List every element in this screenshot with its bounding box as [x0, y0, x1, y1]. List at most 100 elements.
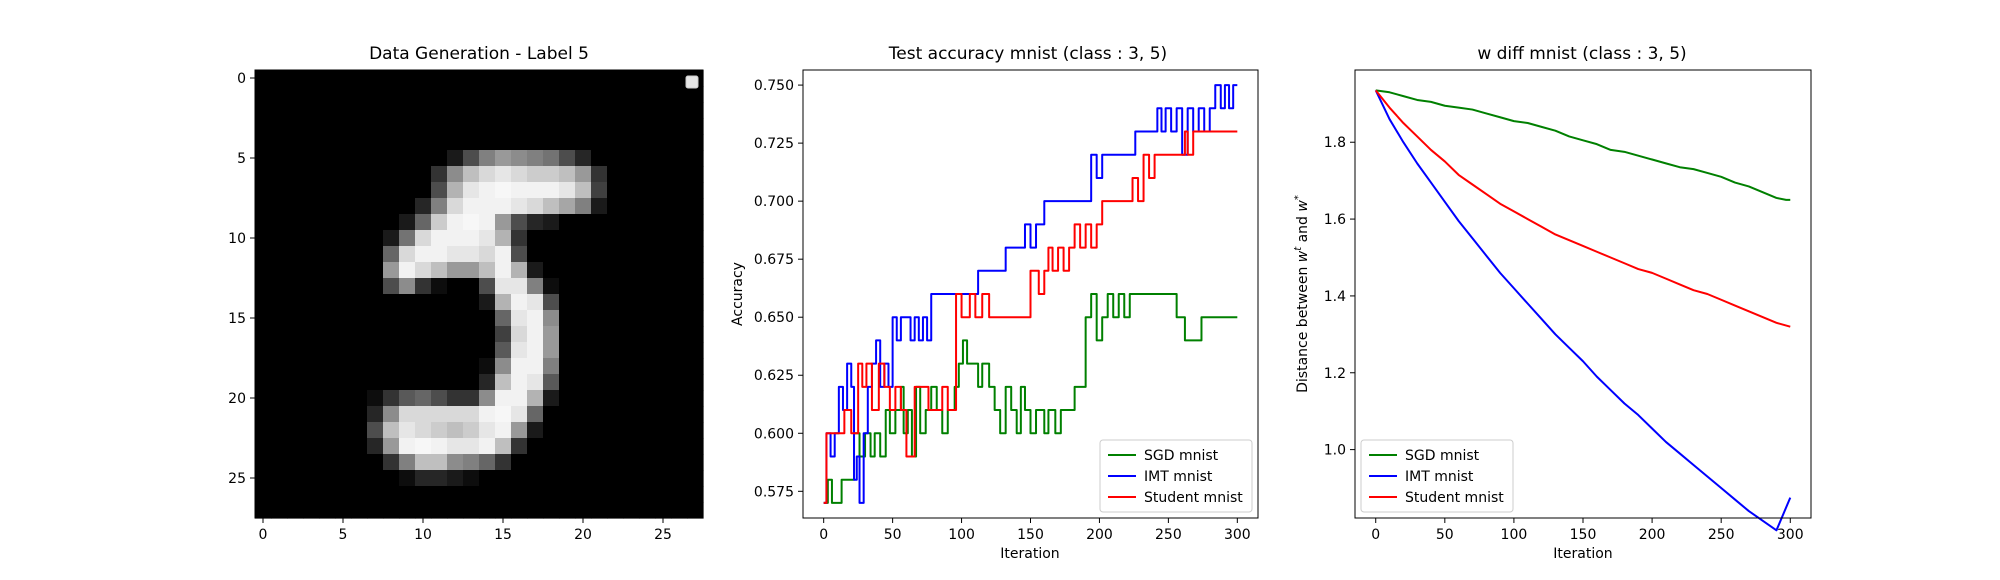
pixel-cell — [415, 262, 432, 279]
pixel-cell — [527, 406, 544, 423]
pixel-cell — [623, 182, 640, 199]
pixel-cell — [607, 214, 624, 231]
pixel-cell — [655, 358, 672, 375]
pixel-cell — [399, 246, 416, 263]
pixel-cell — [495, 118, 512, 135]
pixel-cell — [447, 198, 464, 215]
pixel-cell — [255, 150, 272, 167]
pixel-cell — [495, 486, 512, 503]
pixel-cell — [367, 502, 384, 519]
pixel-cell — [287, 310, 304, 327]
pixel-cell — [607, 358, 624, 375]
pixel-cell — [383, 86, 400, 103]
pixel-cell — [431, 86, 448, 103]
pixel-cell — [383, 374, 400, 391]
pixel-cell — [431, 502, 448, 519]
pixel-cell — [575, 390, 592, 407]
pixel-cell — [575, 86, 592, 103]
pixel-cell — [271, 214, 288, 231]
pixel-cell — [351, 278, 368, 295]
pixel-cell — [591, 470, 608, 487]
pixel-cell — [575, 102, 592, 119]
x-tick-label: 200 — [1639, 527, 1666, 543]
pixel-cell — [559, 390, 576, 407]
pixel-cell — [399, 182, 416, 199]
wdiff-y-label-part-5: w — [1295, 200, 1311, 212]
pixel-cell — [655, 214, 672, 231]
pixel-cell — [607, 326, 624, 343]
pixel-cell — [511, 374, 528, 391]
pixel-cell — [255, 470, 272, 487]
pixel-cell — [559, 406, 576, 423]
pixel-cell — [431, 342, 448, 359]
pixel-cell — [687, 134, 704, 151]
pixel-cell — [623, 150, 640, 167]
pixel-cell — [543, 102, 560, 119]
pixel-cell — [447, 374, 464, 391]
pixel-cell — [687, 246, 704, 263]
pixel-cell — [607, 342, 624, 359]
pixel-cell — [255, 182, 272, 199]
pixel-cell — [383, 166, 400, 183]
pixel-cell — [543, 230, 560, 247]
pixel-cell — [399, 214, 416, 231]
pixel-cell — [687, 118, 704, 135]
pixel-cell — [367, 422, 384, 439]
pixel-cell — [639, 486, 656, 503]
pixel-cell — [367, 342, 384, 359]
series-line-imt-mnist — [1374, 89, 1792, 532]
pixel-cell — [287, 134, 304, 151]
pixel-cell — [319, 166, 336, 183]
pixel-cell — [543, 342, 560, 359]
pixel-cell — [447, 118, 464, 135]
pixel-cell — [367, 150, 384, 167]
pixel-cell — [255, 406, 272, 423]
pixel-cell — [623, 390, 640, 407]
pixel-cell — [511, 486, 528, 503]
pixel-cell — [383, 198, 400, 215]
pixel-cell — [591, 486, 608, 503]
pixel-cell — [415, 278, 432, 295]
pixel-cell — [335, 342, 352, 359]
pixel-cell — [383, 118, 400, 135]
pixel-cell — [415, 438, 432, 455]
pixel-cell — [431, 246, 448, 263]
pixel-cell — [623, 326, 640, 343]
pixel-cell — [591, 118, 608, 135]
pixel-cell — [591, 262, 608, 279]
pixel-cell — [575, 230, 592, 247]
pixel-cell — [447, 246, 464, 263]
pixel-cell — [543, 438, 560, 455]
x-tick-label: 50 — [884, 527, 902, 543]
pixel-cell — [319, 438, 336, 455]
pixel-cell — [511, 390, 528, 407]
pixel-cell — [383, 246, 400, 263]
pixel-cell — [511, 438, 528, 455]
x-tick-label: 25 — [654, 527, 672, 543]
pixel-cell — [463, 198, 480, 215]
pixel-cell — [335, 198, 352, 215]
x-tick-label: 250 — [1155, 527, 1182, 543]
pixel-cell — [671, 86, 688, 103]
pixel-cell — [495, 406, 512, 423]
pixel-cell — [415, 454, 432, 471]
pixel-cell — [559, 198, 576, 215]
pixel-cell — [399, 118, 416, 135]
pixel-cell — [383, 294, 400, 311]
x-tick-label: 0 — [1371, 527, 1380, 543]
pixel-cell — [607, 246, 624, 263]
pixel-cell — [671, 358, 688, 375]
pixel-cell — [671, 486, 688, 503]
pixel-cell — [543, 86, 560, 103]
pixel-cell — [575, 134, 592, 151]
pixel-cell — [607, 294, 624, 311]
pixel-cell — [415, 486, 432, 503]
pixel-cell — [591, 86, 608, 103]
pixel-cell — [383, 102, 400, 119]
pixel-cell — [511, 454, 528, 471]
pixel-cell — [639, 166, 656, 183]
pixel-cell — [559, 262, 576, 279]
accuracy-x-ticks: 0 50 100 150 200 250 300 — [819, 518, 1251, 543]
pixel-cell — [607, 230, 624, 247]
pixel-cell — [527, 438, 544, 455]
